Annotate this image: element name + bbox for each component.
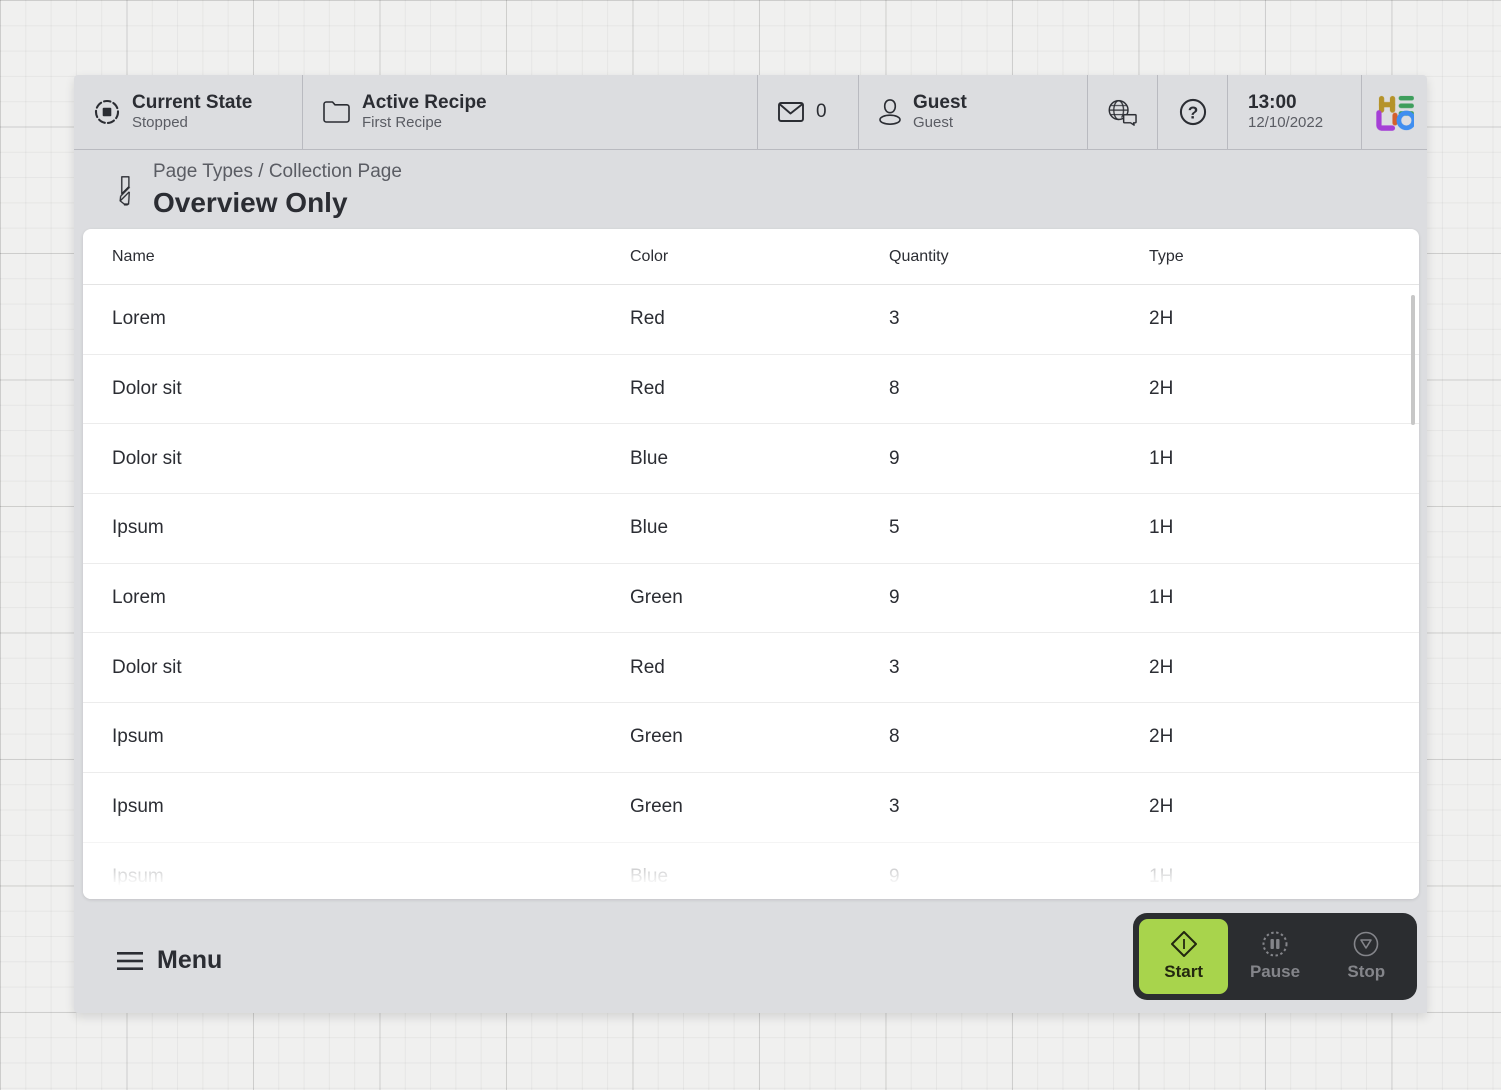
- svg-text:?: ?: [1187, 102, 1198, 122]
